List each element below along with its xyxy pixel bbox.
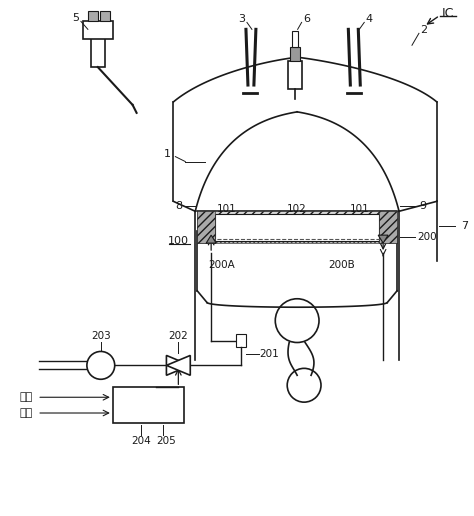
Circle shape <box>87 351 115 379</box>
Bar <box>215 214 379 241</box>
Text: 100m: 100m <box>219 220 249 230</box>
Bar <box>83 21 113 39</box>
Bar <box>197 231 397 243</box>
Bar <box>113 387 184 423</box>
Bar <box>236 333 246 347</box>
Text: 3: 3 <box>238 14 246 24</box>
Bar <box>197 211 397 231</box>
Bar <box>91 27 105 67</box>
Text: 7: 7 <box>461 221 468 231</box>
Text: 101: 101 <box>217 204 237 214</box>
Bar <box>290 47 300 61</box>
Text: 4: 4 <box>365 14 373 24</box>
Text: 201: 201 <box>259 349 279 360</box>
Bar <box>292 31 298 47</box>
Polygon shape <box>206 235 216 243</box>
Text: 水温: 水温 <box>20 408 33 418</box>
Text: 油温: 油温 <box>20 392 33 402</box>
Bar <box>100 11 110 21</box>
Text: 204: 204 <box>131 436 151 446</box>
Bar <box>197 211 215 243</box>
Text: 5: 5 <box>73 13 80 23</box>
Polygon shape <box>166 356 190 375</box>
Bar <box>88 11 98 21</box>
Text: 200B: 200B <box>328 260 355 270</box>
Text: 8: 8 <box>175 201 182 212</box>
Polygon shape <box>378 235 388 243</box>
Text: IC: IC <box>442 7 454 20</box>
Bar <box>379 211 397 243</box>
Text: 6: 6 <box>303 14 310 24</box>
Text: 200A: 200A <box>209 260 236 270</box>
Text: 100: 100 <box>168 236 189 246</box>
Text: 9: 9 <box>419 201 427 212</box>
Text: 102: 102 <box>287 204 307 214</box>
Polygon shape <box>166 356 190 375</box>
Text: 2: 2 <box>420 25 428 35</box>
Bar <box>288 61 301 89</box>
Text: 205: 205 <box>156 436 176 446</box>
Text: 101: 101 <box>349 204 369 214</box>
Text: 202: 202 <box>168 331 188 341</box>
Text: 200: 200 <box>417 232 437 242</box>
Text: 1: 1 <box>164 149 171 158</box>
Text: 203: 203 <box>91 331 110 341</box>
